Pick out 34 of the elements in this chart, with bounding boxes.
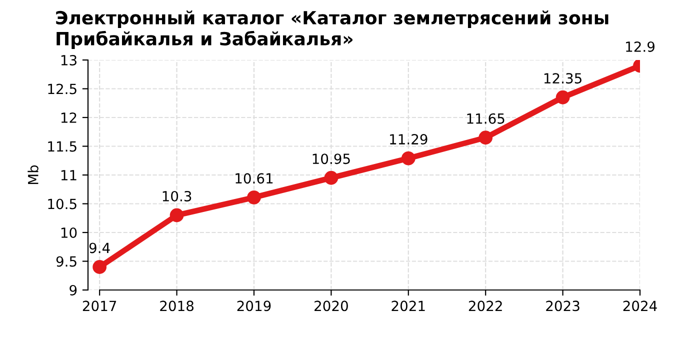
x-tick-label: 2019 <box>237 300 271 312</box>
data-label: 12.35 <box>544 73 582 84</box>
point <box>247 190 261 204</box>
x-tick-label: 2024 <box>623 300 657 312</box>
data-label: 10.95 <box>312 154 350 164</box>
point <box>92 260 107 274</box>
y-tick-label: 9.5 <box>56 256 76 267</box>
x-tick-label: 2023 <box>546 300 580 312</box>
y-tick-label: 9 <box>70 284 77 296</box>
y-axis-title: Mb <box>28 165 38 184</box>
y-tick-label: 10 <box>61 227 77 238</box>
x-tick-label: 2020 <box>314 300 348 312</box>
data-label: 9.4 <box>89 242 110 254</box>
x-tick-label: 2021 <box>392 300 425 312</box>
y-tick-label: 12 <box>61 112 76 123</box>
point <box>556 90 570 104</box>
chart-title: Электронный каталог «Каталог землетрясений зоны Прибайкалья и Забайкалья» <box>56 10 608 49</box>
y-tick-label: 12.5 <box>48 84 76 94</box>
x-tick-label: 2022 <box>468 300 502 312</box>
y-tick-label: 11 <box>61 170 76 180</box>
y-tick-label: 11.5 <box>48 141 76 152</box>
point <box>324 170 338 185</box>
y-tick-label: 10.5 <box>48 198 76 210</box>
y-tick-label: 13 <box>61 54 76 66</box>
data-label: 10.3 <box>162 190 192 202</box>
x-tick-label: 2017 <box>82 300 116 312</box>
data-label: 12.9 <box>626 41 654 52</box>
x-tick-label: 2018 <box>160 300 194 312</box>
data-label: 11.65 <box>467 113 504 124</box>
point <box>401 151 416 166</box>
point <box>170 208 184 222</box>
data-label: 10.61 <box>236 173 273 184</box>
data-label: 11.29 <box>390 134 428 145</box>
point <box>478 130 493 145</box>
